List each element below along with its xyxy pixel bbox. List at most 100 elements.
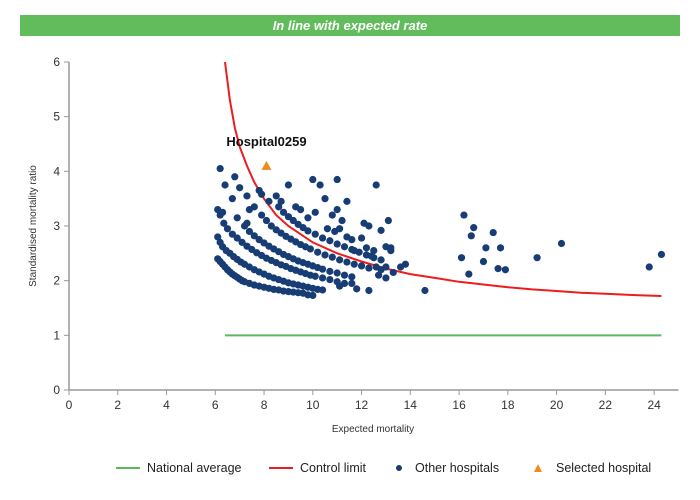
hospital-point	[258, 211, 266, 219]
hospital-point	[243, 219, 251, 227]
hospital-point	[272, 192, 280, 200]
hospital-point	[375, 271, 383, 279]
hospital-point	[362, 244, 371, 252]
x-tick-label: 0	[66, 398, 73, 412]
y-axis-title: Standardised mortality ratio	[28, 165, 39, 287]
hospital-point	[275, 203, 283, 211]
hospital-point	[348, 279, 356, 287]
hospital-point	[311, 208, 319, 216]
hospital-point	[465, 270, 473, 278]
hospital-point	[267, 222, 275, 230]
legend: National average Control limit Other hos…	[0, 458, 700, 478]
legend-item-other-hospitals[interactable]: Other hospitals	[390, 458, 499, 478]
hospital-point	[258, 190, 266, 198]
other-hospitals-series	[214, 164, 666, 300]
legend-line-red	[269, 467, 293, 469]
x-tick-label: 18	[501, 398, 515, 412]
y-tick-label: 6	[53, 55, 60, 69]
hospital-point	[228, 230, 236, 238]
hospital-point	[496, 244, 505, 252]
hospital-point	[323, 225, 332, 233]
hospital-point	[365, 286, 373, 295]
hospital-point	[377, 226, 385, 234]
hospital-point	[357, 234, 366, 242]
hospital-point	[365, 264, 373, 272]
selected-hospital-marker	[261, 160, 272, 170]
legend-line-green	[116, 467, 140, 469]
hospital-point	[316, 181, 324, 189]
hospital-point	[336, 282, 344, 290]
y-tick-label: 5	[53, 110, 60, 124]
hospital-point	[238, 238, 246, 246]
legend-item-selected-hospital[interactable]: Selected hospital	[528, 458, 651, 478]
x-tick-label: 6	[212, 398, 219, 412]
hospital-point	[357, 262, 366, 270]
hospital-point	[370, 246, 378, 255]
hospital-point	[321, 195, 329, 203]
x-tick-label: 14	[404, 398, 418, 412]
hospital-point	[377, 256, 385, 264]
hospital-point	[214, 233, 222, 241]
hospital-point	[284, 213, 293, 221]
x-tick-label: 12	[355, 398, 369, 412]
hospital-point	[350, 260, 358, 268]
hospital-point	[309, 175, 317, 184]
y-tick-label: 1	[53, 328, 60, 342]
x-tick-label: 24	[647, 398, 661, 412]
hospital-point	[489, 228, 497, 237]
hospital-point	[297, 205, 305, 214]
hospital-point	[304, 214, 312, 222]
legend-label: Selected hospital	[556, 461, 652, 475]
hospital-point	[382, 263, 390, 271]
hospital-point	[340, 271, 349, 279]
legend-dot-icon	[396, 465, 402, 471]
hospital-point	[277, 197, 285, 205]
hospital-point	[250, 232, 258, 240]
hospital-point	[318, 265, 327, 273]
hospital-point	[557, 239, 566, 248]
hospital-point	[309, 291, 317, 300]
hospital-point	[233, 214, 241, 222]
hospital-point	[494, 265, 502, 273]
hospital-point	[321, 251, 329, 259]
status-banner: In line with expected rate	[20, 15, 680, 36]
hospital-point	[236, 184, 244, 192]
hospital-point	[326, 275, 334, 284]
hospital-point	[233, 234, 241, 242]
hospital-point	[372, 181, 380, 189]
hospital-point	[336, 256, 344, 264]
y-tick-label: 2	[53, 274, 60, 288]
hospital-point	[401, 260, 410, 268]
hospital-point	[243, 192, 251, 200]
x-tick-label: 22	[599, 398, 613, 412]
hospital-point	[318, 234, 327, 242]
legend-triangle-icon	[534, 464, 542, 472]
hospital-point	[318, 274, 327, 282]
hospital-point	[318, 286, 327, 294]
x-tick-label: 4	[163, 398, 170, 412]
x-tick-label: 2	[114, 398, 121, 412]
hospital-point	[533, 254, 541, 262]
hospital-point	[328, 253, 336, 261]
hospital-point	[279, 208, 288, 216]
hospital-point	[470, 224, 478, 232]
hospital-point	[231, 173, 239, 181]
x-axis-title: Expected mortality	[332, 424, 414, 435]
control-limit-line	[224, 61, 662, 297]
hospital-point	[216, 164, 224, 173]
hospital-point	[350, 246, 358, 255]
x-tick-label: 8	[261, 398, 268, 412]
y-tick-label: 4	[53, 164, 60, 178]
x-tick-label: 10	[306, 398, 320, 412]
hospital-point	[387, 246, 395, 255]
hospital-point	[421, 286, 429, 295]
hospital-point	[389, 268, 397, 277]
legend-item-control-limit[interactable]: Control limit	[269, 458, 366, 478]
hospital-point	[311, 230, 319, 238]
legend-item-national-average[interactable]: National average	[116, 458, 242, 478]
hospital-point	[365, 222, 373, 230]
hospital-point	[333, 269, 341, 277]
hospital-point	[384, 216, 392, 225]
hospital-point	[289, 216, 297, 225]
